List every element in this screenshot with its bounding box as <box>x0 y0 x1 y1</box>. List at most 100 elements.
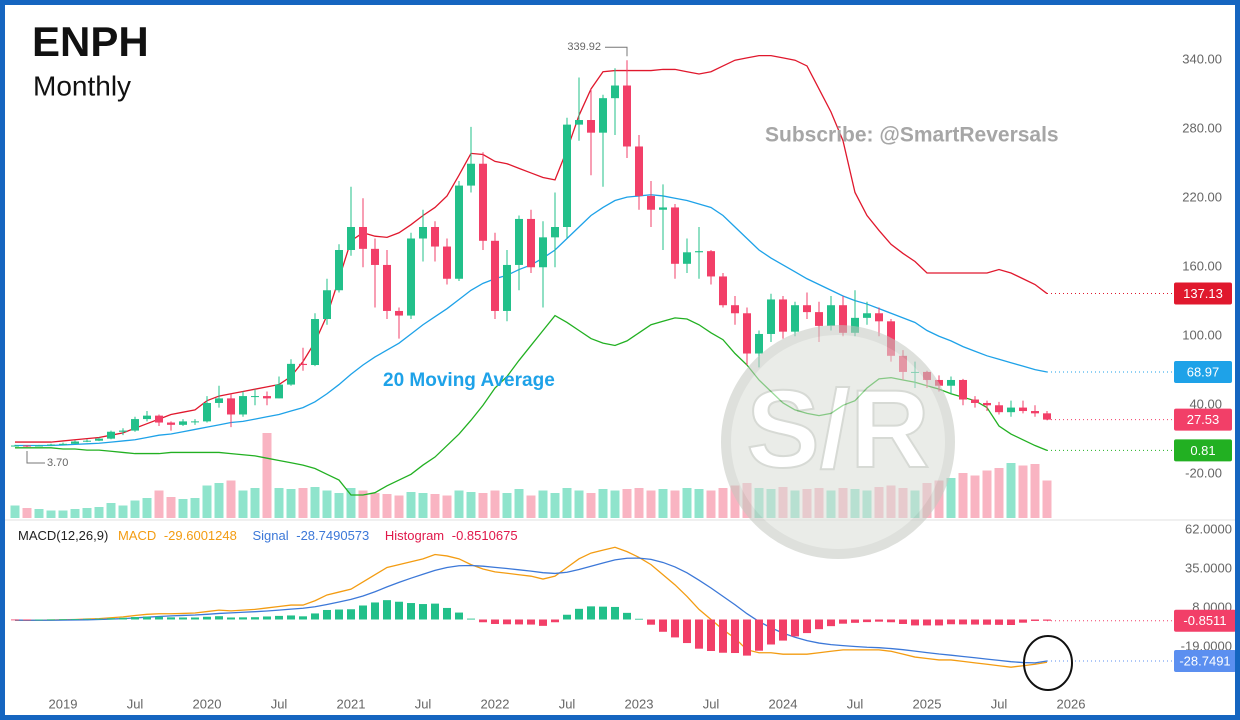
annotation: Subscribe: @SmartReversals <box>765 124 1059 147</box>
legend-value: -29.6001248 <box>164 528 237 543</box>
histogram-bar <box>371 602 379 620</box>
histogram-bar <box>899 619 907 624</box>
candle-body <box>119 430 127 432</box>
price-badge <box>1174 439 1232 462</box>
volume-bar <box>670 490 680 518</box>
candle-body <box>383 264 391 311</box>
volume-bar <box>490 490 500 518</box>
candle-body <box>419 226 427 239</box>
candle-body <box>947 379 955 386</box>
volume-bar <box>346 488 356 518</box>
histogram-bar <box>863 619 871 623</box>
histogram-bar <box>599 606 607 620</box>
histogram-bar <box>695 619 703 649</box>
candle-body <box>239 396 247 415</box>
volume-bar <box>442 495 452 518</box>
candle-body <box>59 443 67 445</box>
candle-body <box>539 237 547 268</box>
candle-body <box>11 445 19 447</box>
high-label: 339.92 <box>567 41 601 53</box>
volume-bar <box>598 489 608 518</box>
y-tick-label: 40.00 <box>1189 397 1222 412</box>
volume-bar <box>130 500 140 518</box>
histogram-bar <box>851 619 859 623</box>
candle-body <box>359 226 367 249</box>
volume-bar <box>310 487 320 518</box>
histogram-bar <box>155 616 163 620</box>
histogram-bar <box>143 616 151 620</box>
histogram-bar <box>467 618 475 620</box>
candle-body <box>767 299 775 334</box>
histogram-bar <box>635 618 643 620</box>
candle-body <box>959 379 967 400</box>
legend-title: MACD(12,26,9) <box>18 528 108 543</box>
candle-body <box>323 290 331 320</box>
candle-body <box>407 238 415 316</box>
candle-body <box>275 384 283 399</box>
histogram-bar <box>911 619 919 626</box>
candle-body <box>563 124 571 227</box>
legend-value: -0.8510675 <box>452 528 518 543</box>
histogram-bar <box>971 619 979 625</box>
y-tick-label: -19.0000 <box>1181 638 1232 653</box>
volume-bar <box>226 480 236 518</box>
histogram-bar <box>875 619 883 622</box>
price-badge-label: -28.7491 <box>1179 653 1230 668</box>
volume-bar <box>214 483 224 518</box>
volume-bar <box>382 494 392 518</box>
volume-bar <box>430 494 440 518</box>
low-label: 3.70 <box>47 457 68 469</box>
candle-body <box>395 310 403 316</box>
volume-bar <box>970 475 980 518</box>
candle-body <box>671 207 679 264</box>
histogram-bar <box>395 601 403 620</box>
histogram-bar <box>563 614 571 620</box>
candle-body <box>167 422 175 425</box>
volume-bar <box>370 493 380 518</box>
histogram-bar <box>11 619 19 621</box>
candle-body <box>455 185 463 279</box>
price-badge-label: 0.81 <box>1190 443 1215 458</box>
watermark-circle <box>721 325 955 559</box>
candle-body <box>527 218 535 268</box>
volume-bar <box>406 492 416 518</box>
volume-bar <box>574 490 584 518</box>
histogram-bar <box>359 605 367 620</box>
histogram-bar <box>59 619 67 621</box>
volume-bar <box>322 490 332 518</box>
histogram-bar <box>815 619 823 630</box>
candle-body <box>203 402 211 422</box>
low-marker <box>26 451 45 464</box>
candle-body <box>839 305 847 333</box>
candle-body <box>131 419 139 431</box>
candle-body <box>707 251 715 277</box>
band-line <box>15 54 1048 443</box>
histogram-bar <box>683 619 691 644</box>
histogram-bar <box>611 606 619 620</box>
histogram-bar <box>311 613 319 620</box>
volume-bar <box>1030 464 1040 518</box>
volume-bar <box>394 495 404 518</box>
volume-bar <box>466 492 476 518</box>
histogram-bar <box>647 619 655 625</box>
histogram-bar <box>167 617 175 620</box>
macd-legend: MACD(12,26,9) MACD -29.6001248 Signal -2… <box>18 528 518 543</box>
candle-body <box>623 85 631 147</box>
histogram-bar <box>287 615 295 620</box>
price-badge <box>1174 408 1232 431</box>
y-tick-label: 280.00 <box>1182 121 1222 136</box>
volume-bar <box>1042 480 1052 518</box>
candle-body <box>719 276 727 306</box>
volume-bar <box>58 510 68 518</box>
histogram-bar <box>83 618 91 620</box>
histogram-bar <box>995 619 1003 625</box>
histogram-bar <box>479 619 487 623</box>
volume-bar <box>958 473 968 518</box>
histogram-bar <box>527 619 535 625</box>
histogram-bar <box>539 619 547 626</box>
legend-name: Signal <box>252 528 288 543</box>
price-badge <box>1174 650 1236 673</box>
